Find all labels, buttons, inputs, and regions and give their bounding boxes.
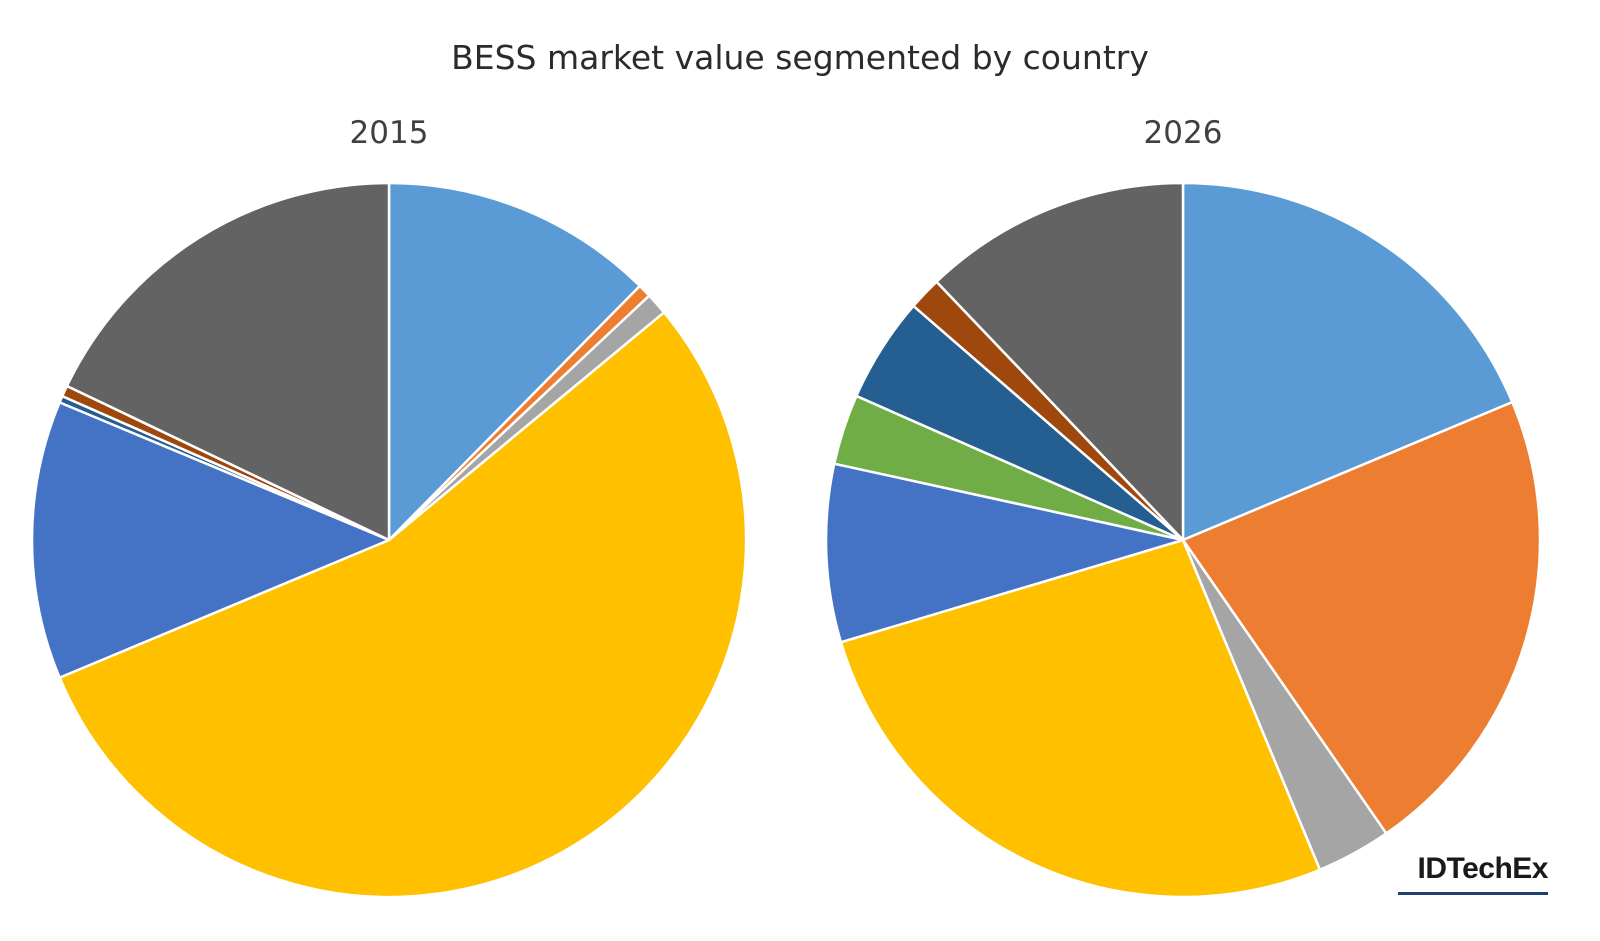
pie-2026-slice-5 <box>824 462 1185 644</box>
pie-2026-slice-4 <box>839 538 1322 899</box>
pie-2026-slice-2 <box>1181 400 1542 835</box>
pie-2015-title: 2015 <box>349 115 429 151</box>
pie-2026 <box>824 181 1542 899</box>
pie-2015-slice-4 <box>58 311 748 899</box>
logo-underline <box>1398 892 1548 895</box>
pie-2015 <box>30 181 748 899</box>
pie-2026-slice-1 <box>1181 181 1514 542</box>
pie-2026-slice-9 <box>935 181 1185 542</box>
chart-title: BESS market value segmented by country <box>451 38 1149 77</box>
pie-2015-slice-8 <box>65 181 391 542</box>
idtechex-logo: IDTechEx <box>1417 852 1549 885</box>
pie-2026-title: 2026 <box>1143 115 1223 151</box>
pie-2015-slice-5 <box>30 401 391 679</box>
pie-2015-slice-1 <box>387 181 642 542</box>
